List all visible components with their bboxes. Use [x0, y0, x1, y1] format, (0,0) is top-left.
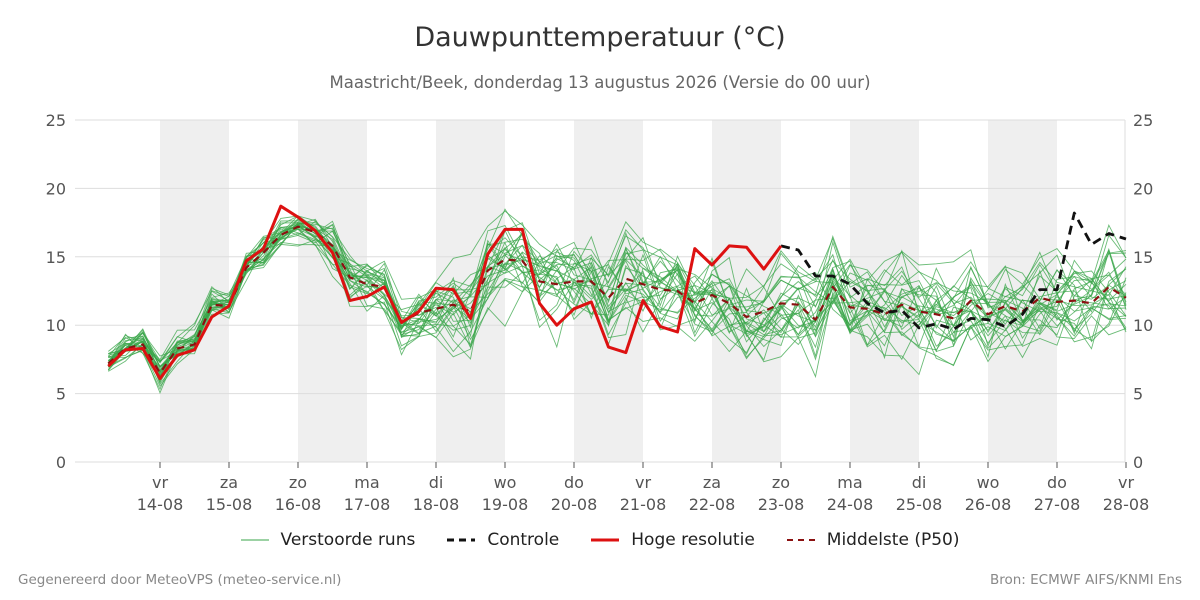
legend-item-median[interactable]: Middelste (P50): [786, 530, 960, 550]
ensemble-run-line: [107, 222, 1127, 391]
legend-swatch-median: [786, 539, 815, 541]
ensemble-lines: [107, 208, 1127, 394]
x-tick-day: di: [912, 473, 927, 492]
x-tick-day: vr: [152, 473, 168, 492]
x-tick-day: za: [220, 473, 238, 492]
x-tick-day: za: [703, 473, 721, 492]
x-tick-date: 14-08: [137, 495, 184, 514]
x-tick-day: zo: [772, 473, 790, 492]
x-tick-date: 22-08: [689, 495, 736, 514]
legend-swatch-control: [447, 538, 476, 542]
x-tick-date: 21-08: [620, 495, 667, 514]
x-tick-day: ma: [354, 473, 379, 492]
ensemble-run-line: [108, 215, 1127, 394]
x-tick-day: do: [564, 473, 584, 492]
ensemble-run-line: [108, 228, 1127, 386]
legend-label-ensemble: Verstoorde runs: [280, 530, 416, 550]
main-lines: [107, 204, 1127, 381]
x-tick-day: ma: [837, 473, 862, 492]
x-tick-day: di: [429, 473, 444, 492]
x-axis-ticks: vr 14-08 za 15-08 zo 16-08 ma 17-08 di 18-08 wo 19-…: [137, 462, 1150, 514]
x-tick-date: 15-08: [206, 495, 253, 514]
x-tick-date: 23-08: [758, 495, 805, 514]
x-tick-date: 16-08: [275, 495, 322, 514]
highres-line: [107, 204, 783, 381]
x-tick-day: vr: [635, 473, 651, 492]
weekend-band: [298, 120, 367, 462]
ensemble-run-line: [107, 220, 1127, 368]
y-tick-label-left: 20: [46, 179, 66, 198]
y-tick-label-right: 5: [1133, 385, 1143, 404]
legend-label-control: Controle: [487, 530, 560, 550]
ensemble-run-line: [107, 215, 1127, 374]
legend-swatch-ensemble: [240, 539, 269, 541]
x-tick-date: 28-08: [1103, 495, 1150, 514]
legend-item-ensemble[interactable]: Verstoorde runs: [240, 530, 416, 550]
y-tick-label-left: 15: [46, 248, 66, 267]
ensemble-run-line: [108, 218, 1127, 367]
legend: Verstoorde runs Controle Hoge resolutie …: [0, 530, 1200, 550]
chart-subtitle: Maastricht/Beek, donderdag 13 augustus 2…: [329, 73, 871, 92]
y-tick-label-right: 25: [1133, 111, 1153, 130]
legend-item-control[interactable]: Controle: [447, 530, 559, 550]
y-tick-label-left: 25: [46, 111, 66, 130]
y-tick-label-left: 5: [56, 385, 66, 404]
x-tick-date: 20-08: [551, 495, 598, 514]
ensemble-run-line: [107, 236, 1127, 376]
x-tick-date: 25-08: [896, 495, 943, 514]
chart-title: Dauwpunttemperatuur (°C): [414, 22, 786, 53]
legend-label-highres: Hoge resolutie: [631, 530, 755, 550]
x-tick-day: do: [1047, 473, 1067, 492]
x-tick-day: wo: [977, 473, 1000, 492]
x-tick-date: 26-08: [965, 495, 1012, 514]
y-tick-label-right: 20: [1133, 179, 1153, 198]
y-tick-label-left: 0: [56, 453, 66, 472]
legend-item-highres[interactable]: Hoge resolutie: [591, 530, 755, 550]
x-tick-date: 17-08: [344, 495, 391, 514]
legend-swatch-highres: [591, 538, 620, 542]
footer-generated-by: Gegenereerd door MeteoVPS (meteo-service…: [18, 572, 342, 588]
x-tick-day: zo: [289, 473, 307, 492]
x-tick-date: 19-08: [482, 495, 529, 514]
y-tick-label-right: 0: [1133, 453, 1143, 472]
y-tick-label-right: 15: [1133, 248, 1153, 267]
y-tick-label-right: 10: [1133, 316, 1153, 335]
x-tick-day: vr: [1118, 473, 1134, 492]
footer-source: Bron: ECMWF AIFS/KNMI Ens: [989, 572, 1182, 588]
y-tick-label-left: 10: [46, 316, 66, 335]
ensemble-run-line: [107, 215, 1127, 377]
ensemble-run-line: [108, 221, 1127, 363]
ensemble-run-line: [108, 219, 1127, 368]
x-tick-date: 27-08: [1034, 495, 1081, 514]
x-tick-day: wo: [494, 473, 517, 492]
x-tick-date: 24-08: [827, 495, 874, 514]
x-tick-date: 18-08: [413, 495, 460, 514]
y-axis-ticks: 0 0 5 5 10 10 15 15 20 20 25 25: [46, 111, 1154, 472]
legend-label-median: Middelste (P50): [826, 530, 960, 550]
ensemble-run-line: [108, 226, 1127, 369]
